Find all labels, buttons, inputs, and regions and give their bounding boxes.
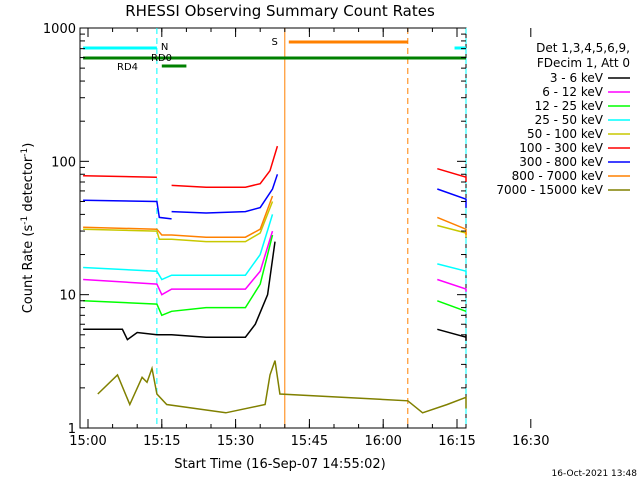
legend-entry-label: 12 - 25 keV	[535, 99, 604, 113]
y-axis-label-end: )	[21, 143, 36, 148]
series-line	[83, 230, 274, 296]
legend-entry-label: 25 - 50 keV	[535, 113, 604, 127]
series-line	[171, 174, 279, 214]
series-layer	[83, 145, 467, 414]
series-line	[437, 300, 467, 313]
y-tick-label: 10	[59, 289, 76, 304]
annotations-layer: N S RD0 RD4	[83, 28, 467, 428]
x-tick-label: 16:30	[512, 434, 549, 449]
x-tick-label: 15:00	[69, 434, 106, 449]
legend-entry-label: 800 - 7000 keV	[512, 169, 604, 183]
x-tick-label: 15:15	[143, 434, 180, 449]
series-line	[83, 201, 274, 243]
series-line	[171, 145, 279, 188]
series-line	[83, 195, 274, 238]
series-7000-15000-kev	[97, 360, 467, 414]
series-line	[437, 167, 467, 182]
y-axis: 1 10 100 1000	[43, 22, 466, 437]
y-tick-label: 1000	[43, 22, 76, 37]
series-line	[437, 328, 467, 341]
saa-label: S	[271, 37, 277, 48]
x-tick-label: 15:30	[217, 434, 254, 449]
x-axis: 15:00 15:15 15:30 15:45 16:00 16:15 16:30	[69, 28, 550, 449]
y-tick-label: 1	[68, 422, 76, 437]
x-tick-label: 16:00	[364, 434, 401, 449]
y-axis-label-main: Count Rate (s	[21, 225, 36, 314]
legend-entry-label: 6 - 12 keV	[542, 85, 604, 99]
series-line	[97, 360, 467, 414]
night-label: N	[161, 42, 168, 53]
series-line	[83, 214, 274, 281]
decim-rd0-label: RD0	[151, 53, 172, 64]
series-line	[83, 174, 157, 178]
y-tick-label: 100	[51, 155, 76, 170]
series-line	[437, 188, 467, 208]
y-axis-label-mid: detector	[21, 156, 36, 216]
series-12-25-kev	[83, 234, 467, 317]
legend-entry-label: 300 - 800 keV	[519, 155, 603, 169]
chart-title: RHESSI Observing Summary Count Rates	[125, 2, 435, 20]
legend-entry-label: 50 - 100 keV	[527, 127, 604, 141]
series-6-12-kev	[83, 230, 467, 296]
y-axis-label: Count Rate (s-1 detector-1)	[20, 143, 36, 314]
footer-timestamp: 16-Oct-2021 13:48	[552, 469, 638, 479]
series-300-800-kev	[83, 174, 467, 220]
series-3-6-kev	[83, 241, 467, 341]
series-25-50-kev	[83, 214, 467, 281]
legend-entry-label: 100 - 300 keV	[519, 141, 603, 155]
y-axis-label-sup2: -1	[20, 148, 30, 157]
series-line	[83, 241, 276, 341]
series-line	[437, 263, 467, 276]
legend-header-line-2: FDecim 1, Att 0	[537, 56, 630, 70]
x-axis-label: Start Time (16-Sep-07 14:55:02)	[174, 457, 385, 472]
x-tick-label: 15:45	[291, 434, 328, 449]
legend: Det 1,3,4,5,6,9, FDecim 1, Att 0 3 - 6 k…	[496, 41, 630, 197]
series-line	[83, 234, 274, 317]
legend-entry-label: 3 - 6 keV	[550, 71, 604, 85]
x-tick-label: 16:15	[438, 434, 475, 449]
legend-header-line-1: Det 1,3,4,5,6,9,	[536, 41, 630, 55]
series-50-100-kev	[83, 201, 467, 243]
series-line	[437, 278, 467, 292]
legend-entry-label: 7000 - 15000 keV	[496, 183, 603, 197]
y-axis-label-sup1: -1	[20, 216, 30, 225]
series-line	[83, 199, 172, 220]
decim-rd4-label: RD4	[117, 62, 138, 73]
